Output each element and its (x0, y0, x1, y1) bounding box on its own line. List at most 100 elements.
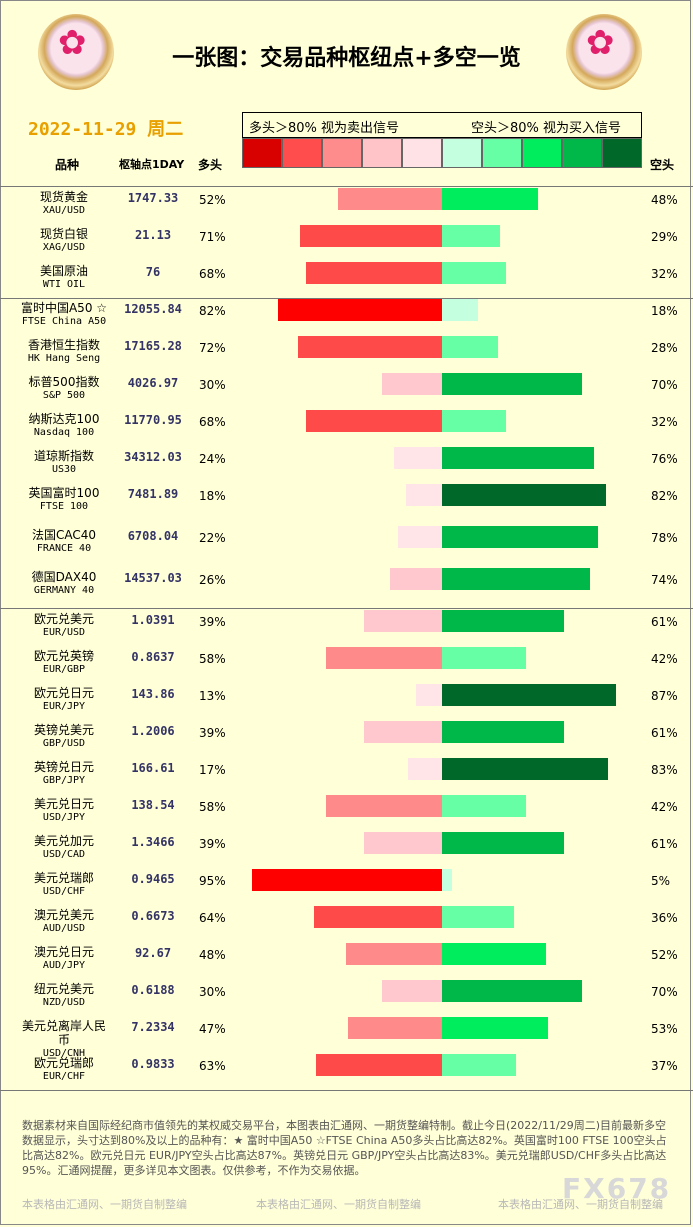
scale-swatch (562, 138, 602, 168)
short-bar (442, 188, 538, 210)
short-pct-label: 5% (651, 874, 671, 888)
short-pct-label: 61% (651, 837, 678, 851)
short-bar (442, 484, 606, 506)
right-logo: ✿ (566, 14, 642, 90)
instrument-code: EUR/JPY (42, 701, 86, 712)
long-signal-text: 多头＞80% 视为卖出信号 (249, 121, 400, 136)
long-pct-label: 39% (199, 837, 226, 851)
short-bar (442, 721, 564, 743)
scale-swatch (282, 138, 322, 168)
bauhinia-icon: ✿ (58, 23, 87, 63)
pivot-value: 21.13 (134, 228, 172, 242)
long-bar (382, 373, 442, 395)
short-bar (442, 943, 546, 965)
short-pct-label: 70% (651, 378, 678, 392)
short-bar (442, 568, 590, 590)
instrument-name: 美元兑瑞郎 USD/CHF (18, 871, 110, 899)
instrument-cn: 纽元兑美元 (33, 982, 94, 996)
instrument-cn: 澳元兑日元 (33, 945, 94, 959)
col-header-name: 品种 (55, 158, 80, 172)
instrument-cn: 美元兑日元 (33, 797, 94, 811)
short-bar (442, 225, 500, 247)
long-pct-label: 68% (199, 415, 226, 429)
long-pct-label: 95% (199, 874, 226, 888)
long-pct-label: 58% (199, 652, 226, 666)
instrument-code: USD/CNH (42, 1048, 86, 1059)
short-bar (442, 758, 608, 780)
long-pct-label: 18% (199, 489, 226, 503)
short-pct-label: 87% (651, 689, 678, 703)
instrument-cn: 香港恒生指数 (27, 338, 100, 352)
pivot-value: 0.9465 (131, 872, 175, 886)
long-pct-label: 82% (199, 304, 226, 318)
short-bar (442, 262, 506, 284)
pivot-value: 0.6188 (131, 983, 175, 997)
instrument-name: 美元兑日元 USD/JPY (18, 797, 110, 825)
short-signal-text: 空头＞80% 视为买入信号 (471, 121, 622, 136)
short-bar (442, 526, 598, 548)
instrument-name: 欧元兑瑞郎 EUR/CHF (18, 1056, 110, 1084)
pivot-value: 0.9833 (131, 1057, 175, 1071)
long-pct-label: 39% (199, 615, 226, 629)
watermark-text: 本表格由汇通网、一期货自制整编 (498, 1198, 663, 1211)
short-pct-label: 52% (651, 948, 678, 962)
pivot-value: 34312.03 (124, 450, 182, 464)
instrument-code: FTSE 100 (39, 501, 89, 512)
pivot-value: 7481.89 (127, 487, 179, 501)
pivot-value: 6708.04 (127, 529, 179, 543)
divider (0, 186, 693, 187)
scale-swatch (602, 138, 642, 168)
long-bar (416, 684, 442, 706)
watermark-text: 本表格由汇通网、一期货自制整编 (256, 1198, 421, 1211)
instrument-cn: 英国富时100 (28, 486, 100, 500)
instrument-code: USD/CAD (42, 849, 86, 860)
pivot-value: 14537.03 (124, 571, 182, 585)
instrument-name: 澳元兑日元 AUD/JPY (18, 945, 110, 973)
short-bar (442, 647, 526, 669)
short-bar (442, 980, 582, 1002)
long-pct-label: 26% (199, 573, 226, 587)
instrument-code: GBP/USD (42, 738, 86, 749)
long-bar (398, 526, 442, 548)
long-pct-label: 30% (199, 985, 226, 999)
long-bar (382, 980, 442, 1002)
long-bar (394, 447, 442, 469)
short-bar (442, 1054, 516, 1076)
short-pct-label: 29% (651, 230, 678, 244)
long-bar (326, 795, 442, 817)
short-bar (442, 795, 526, 817)
long-pct-label: 48% (199, 948, 226, 962)
scale-swatch (482, 138, 522, 168)
instrument-name: 澳元兑美元 AUD/USD (18, 908, 110, 936)
instrument-cn: 美元兑瑞郎 (33, 871, 94, 885)
pivot-value: 17165.28 (124, 339, 182, 353)
instrument-code: GERMANY 40 (33, 585, 95, 596)
long-pct-label: 71% (199, 230, 226, 244)
instrument-name: 欧元兑日元 EUR/JPY (18, 686, 110, 714)
instrument-name: 美元兑离岸人民币 USD/CNH (18, 1019, 110, 1061)
color-scale (242, 138, 642, 168)
instrument-code: NZD/USD (42, 997, 86, 1008)
scale-swatch (362, 138, 402, 168)
instrument-code: USD/CHF (42, 886, 86, 897)
instrument-cn: 富时中国A50 ☆ (20, 301, 108, 315)
instrument-code: EUR/GBP (42, 664, 86, 675)
left-logo: ✿ (38, 14, 114, 90)
instrument-code: US30 (51, 464, 77, 475)
short-pct-label: 42% (651, 800, 678, 814)
page-title: 一张图：交易品种枢纽点+多空一览 (172, 46, 521, 71)
long-pct-label: 63% (199, 1059, 226, 1073)
instrument-cn: 道琼斯指数 (33, 449, 94, 463)
long-pct-label: 30% (199, 378, 226, 392)
long-bar (306, 410, 442, 432)
instrument-cn: 美元兑加元 (33, 834, 94, 848)
short-bar (442, 299, 478, 321)
instrument-cn: 现货白银 (39, 227, 88, 241)
long-pct-label: 24% (199, 452, 226, 466)
bauhinia-icon: ✿ (586, 23, 615, 63)
divider (0, 608, 693, 609)
instrument-cn: 英镑兑日元 (33, 760, 94, 774)
instrument-code: EUR/USD (42, 627, 86, 638)
col-header-long: 多头 (198, 158, 223, 172)
long-bar (326, 647, 442, 669)
